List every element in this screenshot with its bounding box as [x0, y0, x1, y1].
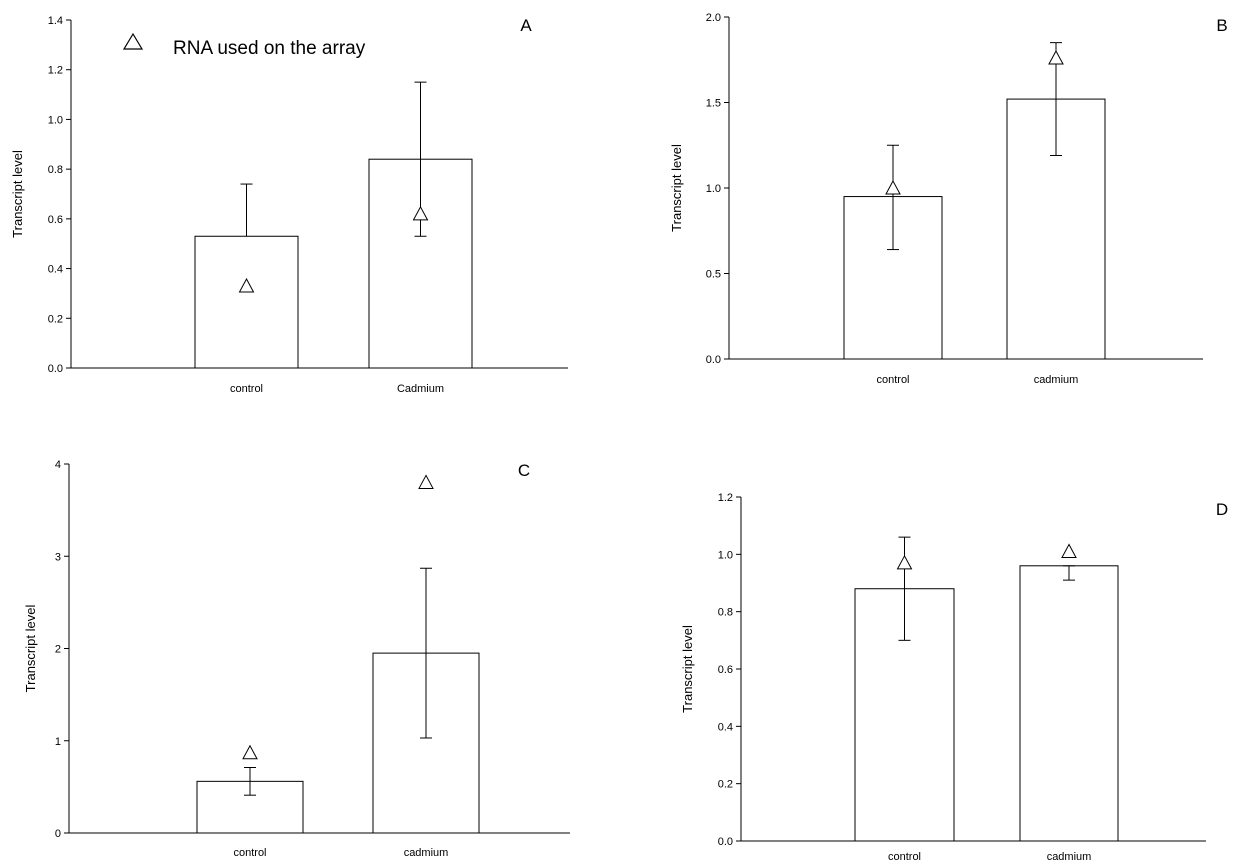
y-tick-label: 1.0	[48, 114, 63, 126]
y-tick-label: 1.0	[706, 183, 721, 195]
y-axis-label: Transcript level	[669, 144, 684, 232]
category-label: control	[876, 374, 909, 386]
category-label: cadmium	[1034, 374, 1079, 386]
legend-label: RNA used on the array	[173, 38, 366, 59]
panel-letter: B	[1216, 16, 1227, 35]
y-tick-label: 2.0	[706, 12, 721, 24]
y-tick-label: 0.6	[48, 214, 63, 226]
y-axis-label: Transcript level	[23, 605, 38, 693]
panel-letter: A	[520, 16, 532, 35]
y-tick-label: 0.0	[48, 363, 63, 375]
y-tick-label: 1.5	[706, 98, 721, 110]
y-tick-label: 1.2	[718, 492, 733, 504]
y-tick-label: 0.8	[718, 607, 733, 619]
y-tick-label: 4	[55, 459, 61, 471]
category-label: control	[888, 851, 921, 863]
error-bar	[898, 536, 911, 641]
y-tick-label: 0.0	[706, 354, 721, 366]
error-bar	[244, 767, 256, 796]
error-bar	[420, 567, 432, 739]
y-tick-label: 2	[55, 644, 61, 656]
error-bar	[1063, 565, 1075, 581]
y-tick-label: 0.5	[706, 269, 721, 281]
error-bar	[240, 183, 253, 237]
bar	[194, 235, 299, 369]
panel-a: 0.0 0.2 0.4 0.6 0.8 1.0 1.2 1.4 Transcript level…	[10, 15, 568, 395]
panel-letter: D	[1216, 500, 1228, 519]
array-point	[896, 554, 913, 570]
y-tick-label: 0.4	[718, 721, 733, 733]
legend: RNA used on the array	[122, 32, 366, 59]
category-label: cadmium	[404, 847, 449, 859]
y-axis-label: Transcript level	[10, 150, 25, 238]
category-label: cadmium	[1047, 851, 1092, 863]
y-axis-label: Transcript level	[680, 625, 695, 713]
category-label: control	[230, 383, 263, 395]
bar	[196, 780, 304, 834]
y-tick-label: 0.0	[718, 836, 733, 848]
array-point	[885, 179, 901, 195]
y-tick-label: 0	[55, 828, 61, 840]
y-tick-label: 0.4	[48, 264, 63, 276]
y-tick-label: 3	[55, 551, 61, 563]
array-point	[238, 277, 255, 293]
array-point	[412, 205, 429, 221]
y-tick-label: 0.2	[48, 313, 63, 325]
array-point	[242, 744, 258, 760]
bar	[1019, 565, 1119, 842]
array-point	[1048, 49, 1064, 65]
category-label: Cadmium	[397, 383, 444, 395]
panel-d: 0.0 0.2 0.4 0.6 0.8 1.0 1.2 Transcript level Dco…	[680, 492, 1228, 863]
y-tick-label: 1.4	[48, 15, 63, 27]
array-point	[1061, 543, 1077, 558]
array-point	[418, 474, 434, 489]
y-tick-label: 1.0	[718, 549, 733, 561]
y-tick-label: 1.2	[48, 65, 63, 77]
panel-letter: C	[518, 461, 530, 480]
y-tick-label: 0.8	[48, 164, 63, 176]
triangle-icon	[122, 32, 144, 50]
y-tick-label: 0.6	[718, 664, 733, 676]
error-bar	[887, 144, 899, 251]
y-tick-label: 0.2	[718, 779, 733, 791]
category-label: control	[233, 847, 266, 859]
y-tick-label: 1	[55, 736, 61, 748]
